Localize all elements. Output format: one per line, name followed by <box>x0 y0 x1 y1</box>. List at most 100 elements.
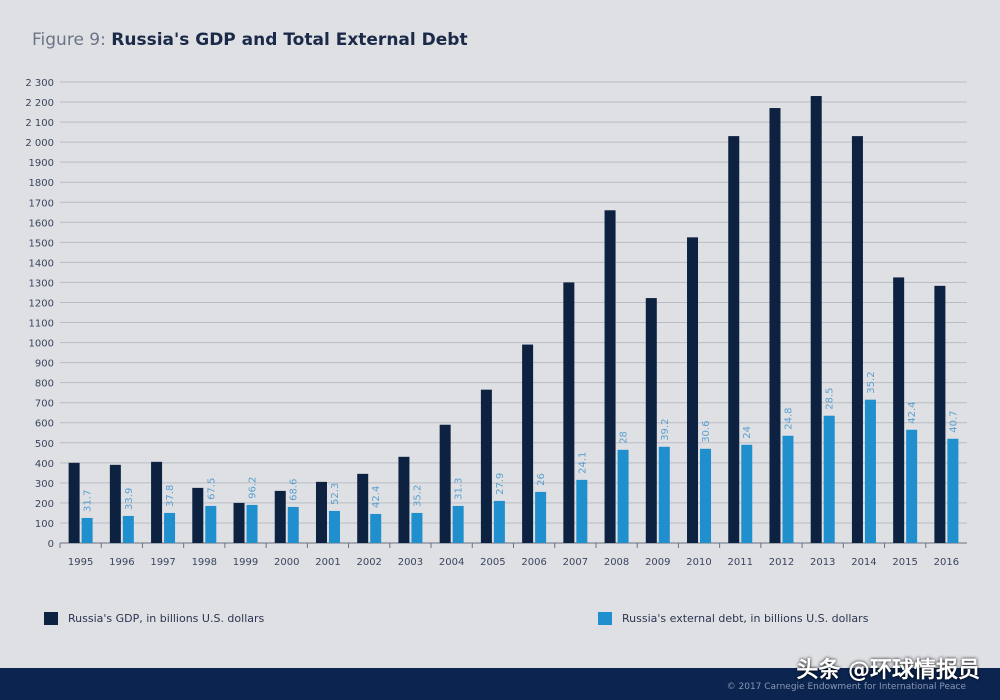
debt-data-label: 35.2 <box>866 371 877 393</box>
gdp-bar <box>893 277 905 543</box>
debt-bar <box>700 448 712 543</box>
debt-data-label: 96.2 <box>248 477 259 499</box>
gdp-bar <box>604 210 616 543</box>
y-tick-label: 0 <box>48 539 54 550</box>
legend-debt-swatch <box>598 612 612 625</box>
gdp-bar <box>315 481 327 543</box>
debt-bar <box>741 444 753 543</box>
x-tick-label: 1995 <box>68 557 93 568</box>
debt-bar <box>782 435 794 543</box>
x-tick-label: 2014 <box>851 557 876 568</box>
debt-data-label: 26 <box>536 473 547 486</box>
legend-gdp-swatch <box>44 612 58 625</box>
x-tick-label: 2006 <box>521 557 546 568</box>
debt-bar <box>947 438 959 543</box>
debt-data-label: 52.3 <box>330 483 341 505</box>
debt-data-label: 24.8 <box>783 408 794 430</box>
debt-data-label: 27.9 <box>495 473 506 495</box>
y-tick-label: 600 <box>35 419 54 430</box>
debt-data-label: 30.6 <box>701 421 712 443</box>
gdp-bar <box>851 136 863 544</box>
x-tick-label: 2001 <box>315 557 340 568</box>
y-tick-label: 2 100 <box>25 118 54 129</box>
gdp-bar <box>274 490 286 543</box>
gdp-bar <box>233 502 245 543</box>
debt-bar <box>205 505 217 543</box>
x-tick-label: 2005 <box>480 557 505 568</box>
y-tick-label: 100 <box>35 519 54 530</box>
debt-bar <box>328 510 340 543</box>
x-tick-label: 2012 <box>769 557 794 568</box>
x-tick-label: 2011 <box>728 557 753 568</box>
x-tick-label: 2004 <box>439 557 464 568</box>
debt-data-label: 68.6 <box>289 479 300 501</box>
y-tick-label: 1900 <box>29 158 54 169</box>
y-tick-label: 2 200 <box>25 98 54 109</box>
gdp-bar <box>810 96 822 544</box>
debt-bar <box>287 506 299 543</box>
debt-bar <box>81 517 93 543</box>
debt-data-label: 24 <box>742 426 753 439</box>
legend-gdp: Russia's GDP, in billions U.S. dollars <box>44 612 264 625</box>
chart-title: Figure 9: Russia's GDP and Total Externa… <box>32 30 468 50</box>
debt-data-label: 31.7 <box>83 490 94 512</box>
x-tick-label: 1998 <box>192 557 217 568</box>
y-tick-label: 800 <box>35 379 54 390</box>
debt-bar <box>864 399 876 543</box>
watermark: 头条 @环球情报员 <box>796 658 980 683</box>
debt-data-label: 31.3 <box>454 478 465 500</box>
gdp-bar <box>645 298 657 543</box>
y-tick-label: 1500 <box>29 238 54 249</box>
gdp-bar <box>151 461 163 543</box>
gdp-bar <box>728 136 740 544</box>
gdp-bar <box>934 285 946 543</box>
y-tick-label: 1800 <box>29 178 54 189</box>
debt-bar <box>370 513 382 543</box>
debt-bar <box>658 446 670 543</box>
y-tick-label: 1100 <box>29 319 54 330</box>
y-tick-label: 900 <box>35 359 54 370</box>
title-text: Russia's GDP and Total External Debt <box>111 30 468 50</box>
y-tick-label: 2 300 <box>25 78 54 89</box>
debt-data-label: 40.7 <box>948 411 959 433</box>
gdp-bar <box>357 473 369 543</box>
y-tick-label: 1600 <box>29 218 54 229</box>
debt-data-label: 42.4 <box>907 401 918 423</box>
debt-bar <box>452 505 464 543</box>
gdp-bar <box>192 487 204 543</box>
debt-bar <box>576 479 588 543</box>
y-tick-label: 400 <box>35 459 54 470</box>
y-tick-label: 1300 <box>29 278 54 289</box>
x-tick-label: 2009 <box>645 557 670 568</box>
debt-bar <box>493 500 505 543</box>
gdp-bar <box>563 282 575 543</box>
y-tick-label: 700 <box>35 399 54 410</box>
gdp-bar <box>68 462 80 543</box>
y-tick-label: 1200 <box>29 298 54 309</box>
x-tick-label: 2008 <box>604 557 629 568</box>
gdp-bar <box>439 424 451 543</box>
gdp-bar <box>109 464 121 543</box>
copyright: © 2017 Carnegie Endowment for Internatio… <box>726 682 966 692</box>
x-tick-label: 2013 <box>810 557 835 568</box>
debt-bar <box>122 515 134 543</box>
gdp-bar <box>398 456 410 543</box>
x-tick-label: 2016 <box>934 557 959 568</box>
y-tick-label: 1400 <box>29 258 54 269</box>
x-tick-label: 2000 <box>274 557 299 568</box>
debt-bar <box>906 429 918 543</box>
debt-data-label: 35.2 <box>412 485 423 507</box>
x-tick-label: 1996 <box>109 557 134 568</box>
y-tick-label: 2 000 <box>25 138 54 149</box>
debt-bar <box>411 512 423 543</box>
x-tick-label: 2015 <box>892 557 917 568</box>
debt-bar <box>246 504 258 543</box>
debt-bar <box>164 512 176 543</box>
debt-data-label: 24.1 <box>577 452 588 474</box>
gdp-bar <box>769 108 781 543</box>
debt-bar <box>617 449 629 543</box>
debt-data-label: 37.8 <box>165 485 176 507</box>
debt-data-label: 39.2 <box>660 419 671 441</box>
legend-debt-label: Russia's external debt, in billions U.S.… <box>622 612 869 625</box>
x-tick-label: 2003 <box>398 557 423 568</box>
